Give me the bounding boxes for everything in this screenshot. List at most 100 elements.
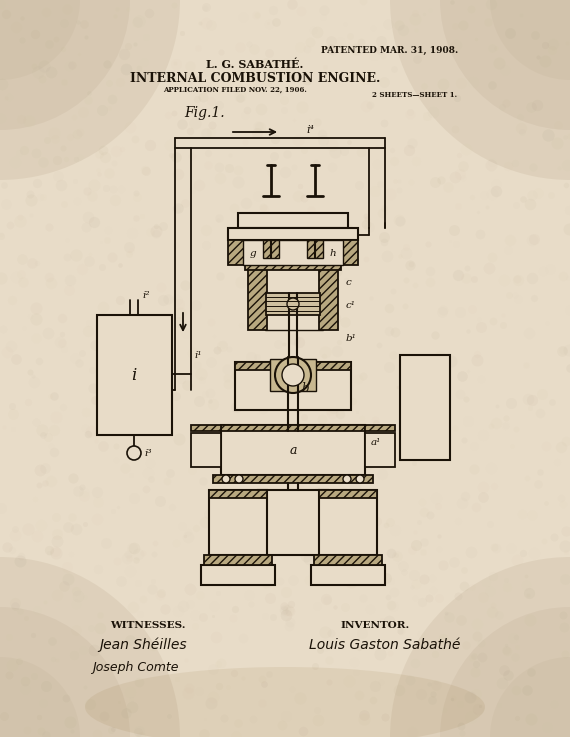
Point (463, 365, 473, 377)
Point (188, 184, 197, 196)
Point (186, 583, 195, 595)
Point (436, 174, 445, 186)
Point (271, 15, 280, 27)
Point (370, 414, 379, 426)
Point (552, 455, 561, 467)
Point (72, 598, 81, 609)
Point (46, 277, 55, 289)
Point (486, 518, 495, 530)
Point (161, 604, 170, 615)
Bar (243, 240, 343, 265)
Point (140, 164, 149, 176)
Point (336, 210, 345, 222)
Point (84, 212, 93, 223)
Point (136, 609, 145, 621)
Point (335, 36, 344, 48)
Point (230, 203, 239, 214)
Point (38, 697, 47, 709)
Point (174, 316, 184, 328)
Point (156, 282, 165, 293)
Point (37, 425, 46, 436)
Point (249, 43, 258, 55)
Point (92, 486, 101, 498)
Point (230, 603, 239, 615)
Point (258, 201, 267, 213)
Point (394, 557, 403, 569)
Point (391, 549, 400, 561)
Point (439, 642, 448, 654)
Point (525, 327, 534, 339)
Point (467, 3, 476, 15)
Point (401, 275, 410, 287)
Point (208, 419, 217, 431)
Point (178, 601, 187, 612)
Point (268, 57, 277, 69)
Point (474, 703, 483, 715)
Point (453, 270, 462, 282)
Point (5, 669, 14, 681)
Point (241, 109, 250, 121)
Point (410, 458, 419, 469)
Point (559, 609, 568, 621)
Point (296, 284, 305, 296)
Point (102, 182, 111, 194)
Point (304, 573, 314, 585)
Point (44, 271, 54, 283)
Point (3, 541, 12, 553)
Point (385, 302, 394, 314)
Point (526, 102, 535, 113)
Point (198, 611, 207, 623)
Point (295, 41, 304, 53)
Point (298, 101, 307, 113)
Point (278, 444, 287, 456)
Point (55, 336, 64, 348)
Point (486, 0, 495, 10)
Point (328, 139, 337, 150)
Point (33, 177, 42, 189)
Point (18, 12, 27, 24)
Bar (319, 490, 377, 498)
Point (456, 698, 465, 710)
Point (325, 546, 334, 558)
Bar (191, 433, 221, 467)
Point (50, 133, 59, 145)
Point (494, 57, 503, 69)
Point (257, 673, 266, 685)
Point (279, 94, 288, 106)
Point (254, 190, 263, 202)
Point (213, 344, 222, 356)
Point (324, 654, 333, 666)
Point (506, 234, 515, 246)
Point (293, 189, 302, 201)
Point (387, 430, 396, 441)
Point (284, 620, 294, 632)
Point (139, 547, 148, 559)
Point (447, 355, 456, 367)
Point (512, 712, 522, 724)
Point (168, 501, 177, 513)
Point (560, 132, 569, 144)
Point (234, 717, 243, 729)
Point (502, 644, 511, 656)
Text: Jean Shéilles: Jean Shéilles (99, 638, 187, 652)
Point (560, 621, 569, 633)
Point (0, 502, 6, 514)
Point (119, 420, 128, 432)
Point (286, 481, 295, 492)
Point (369, 49, 378, 61)
Point (41, 680, 50, 691)
Point (276, 85, 285, 97)
Point (506, 27, 515, 39)
Point (213, 511, 222, 523)
Point (327, 216, 336, 228)
Point (438, 559, 447, 571)
Point (0, 230, 5, 242)
Point (527, 394, 536, 406)
Text: h: h (329, 248, 336, 257)
Point (392, 550, 401, 562)
Point (564, 204, 570, 216)
Point (182, 327, 191, 339)
Point (125, 687, 135, 699)
Point (380, 711, 389, 723)
Point (206, 387, 215, 399)
